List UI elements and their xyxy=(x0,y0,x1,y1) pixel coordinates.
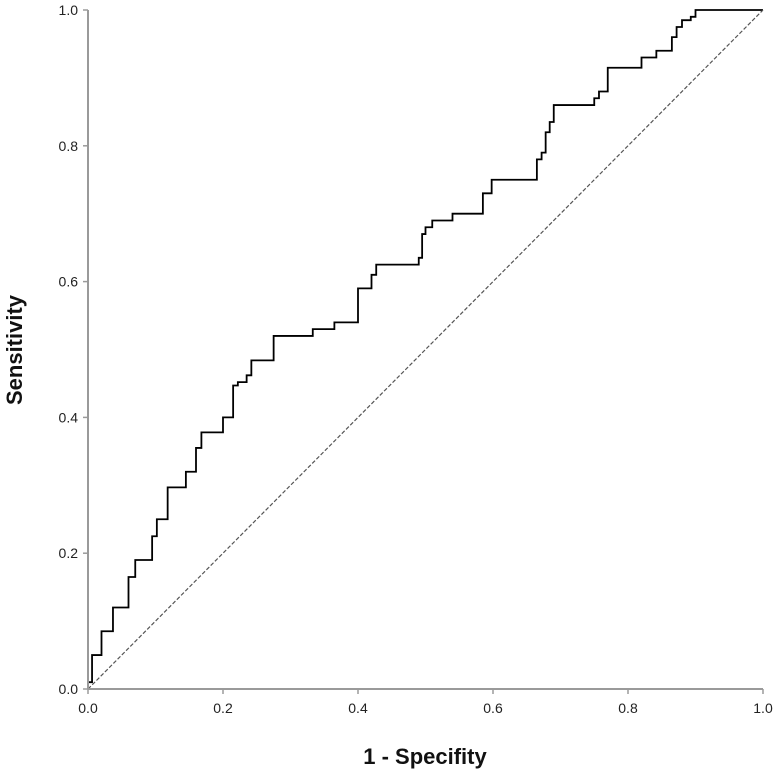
y-tick-label: 0.2 xyxy=(59,545,79,561)
y-axis-ticks: 0.0 0.2 0.4 0.6 0.8 1.0 xyxy=(59,2,88,697)
reference-line xyxy=(87,9,764,690)
plot-area xyxy=(87,9,764,690)
y-axis-title: Sensitivity xyxy=(2,294,27,405)
y-tick-label: 1.0 xyxy=(59,2,79,18)
y-tick-label: 0.0 xyxy=(59,681,79,697)
x-tick-label: 0.0 xyxy=(78,700,98,716)
y-tick-label: 0.8 xyxy=(59,138,79,154)
x-tick-label: 0.6 xyxy=(483,700,503,716)
x-tick-label: 0.2 xyxy=(213,700,233,716)
y-tick-label: 0.6 xyxy=(59,274,79,290)
roc-curve xyxy=(87,9,763,689)
x-tick-label: 0.4 xyxy=(348,700,368,716)
x-axis-title: 1 - Specifity xyxy=(363,744,487,769)
x-tick-label: 1.0 xyxy=(753,700,773,716)
x-axis-ticks: 0.0 0.2 0.4 0.6 0.8 1.0 xyxy=(78,689,773,716)
x-tick-label: 0.8 xyxy=(618,700,638,716)
y-tick-label: 0.4 xyxy=(59,409,79,425)
